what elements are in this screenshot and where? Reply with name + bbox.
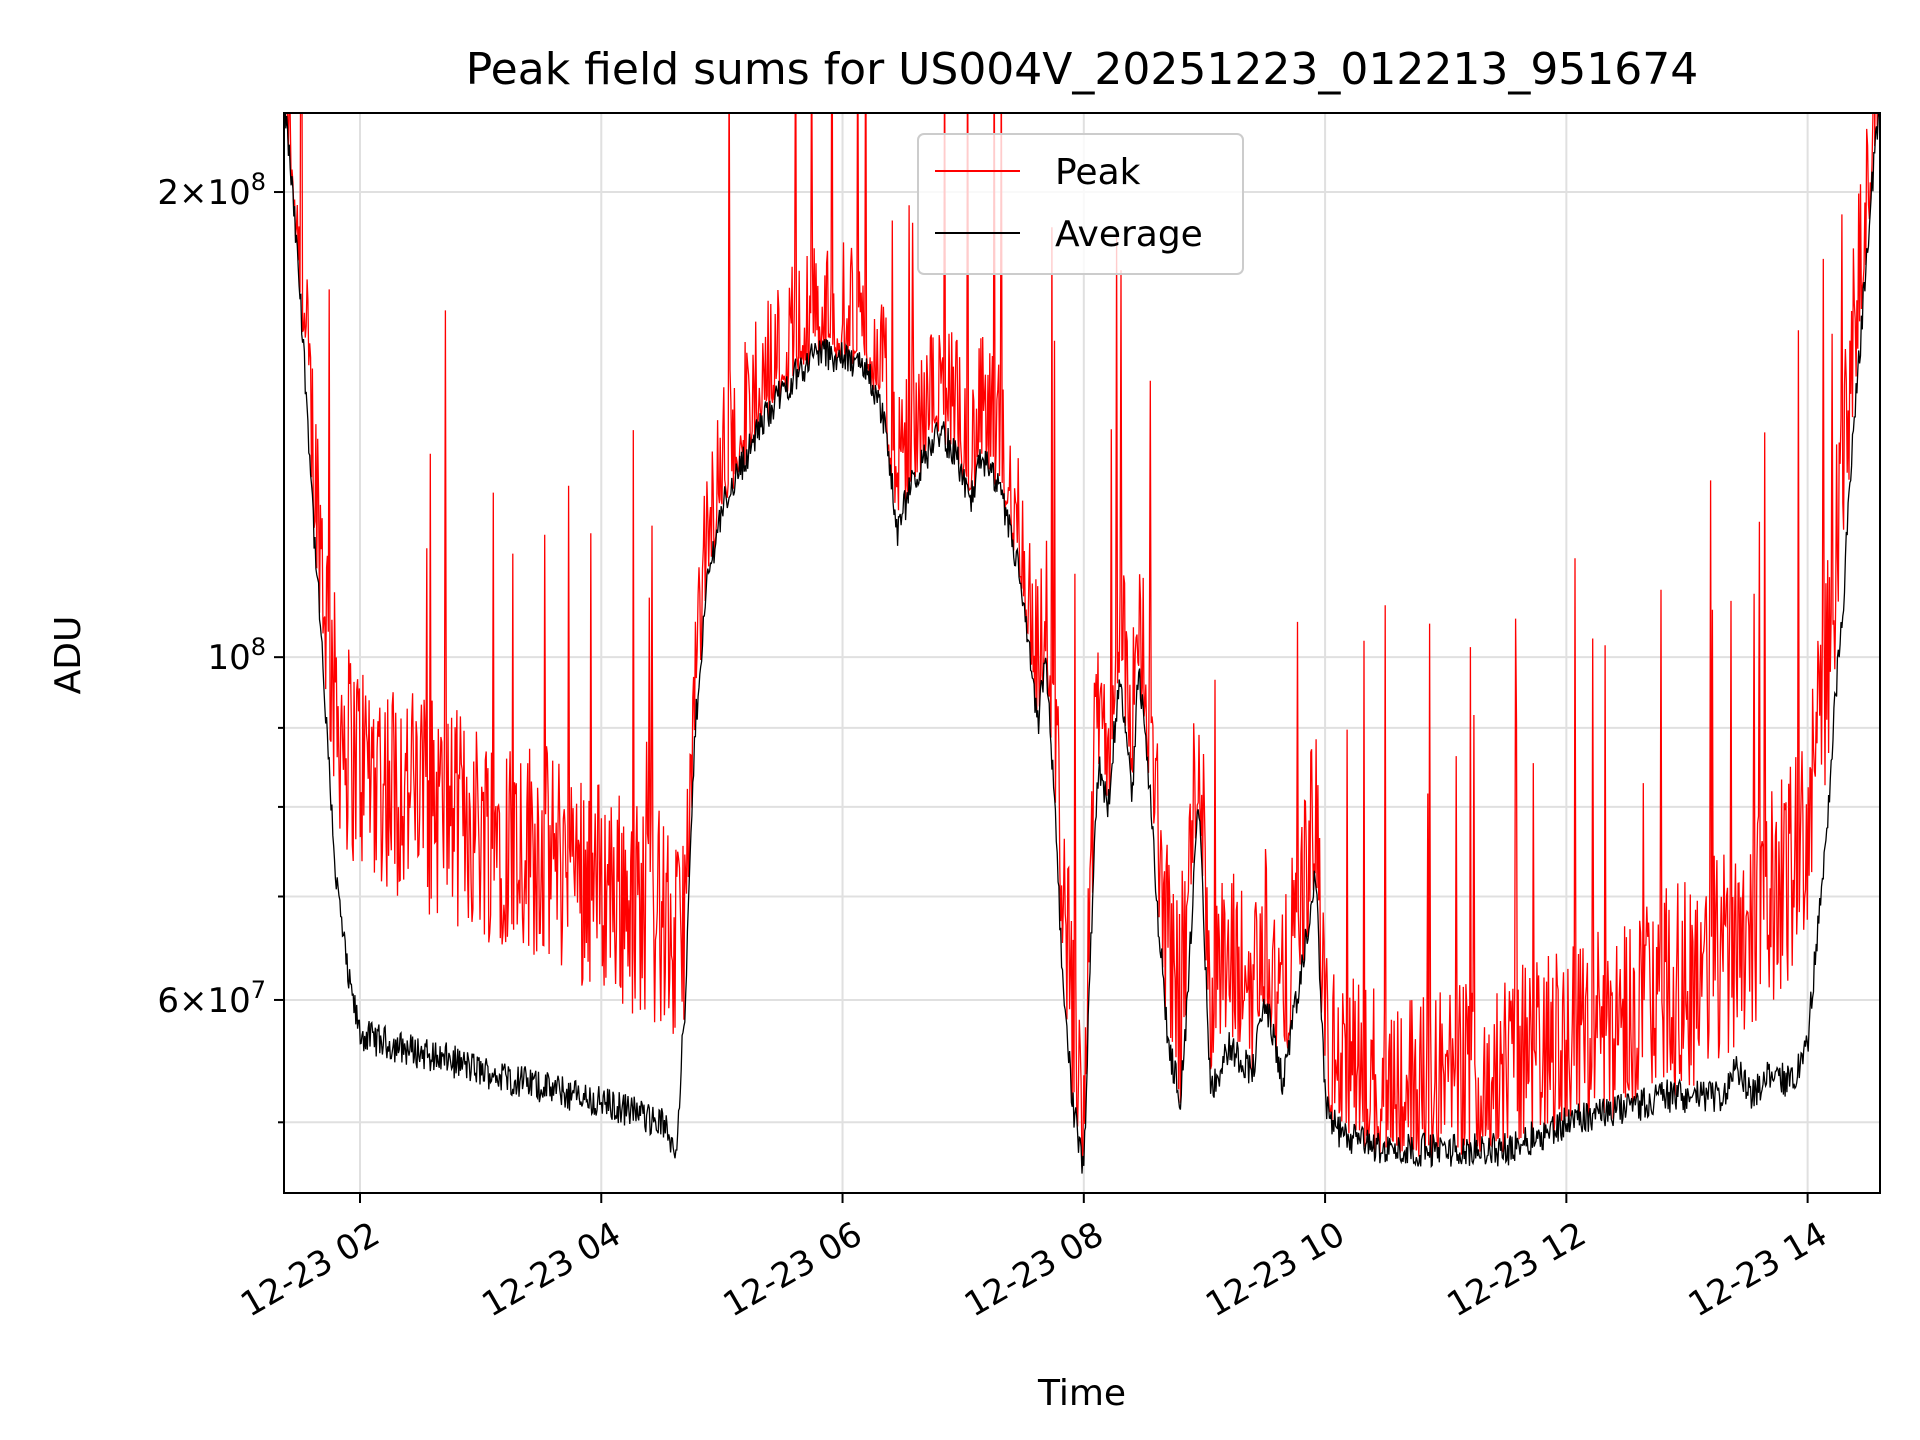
y-tick-label: 2×108 — [157, 168, 266, 213]
legend-label-average: Average — [1055, 214, 1203, 255]
plot-area — [284, 113, 1880, 1174]
y-axis: 6×107 108 2×108 — [157, 168, 284, 1124]
series-line-average — [284, 113, 1880, 1174]
legend-label-peak: Peak — [1055, 152, 1141, 193]
legend: Peak Average — [917, 133, 1244, 275]
chart-title: Peak field sums for US004V_20251223_0122… — [466, 44, 1699, 95]
x-axis-label: Time — [1037, 1373, 1126, 1414]
y-tick-label: 108 — [207, 633, 266, 678]
y-tick-label: 6×107 — [157, 976, 266, 1021]
y-axis-label: ADU — [48, 616, 89, 695]
axes-frame — [283, 112, 1881, 1194]
legend-box — [917, 133, 1244, 275]
